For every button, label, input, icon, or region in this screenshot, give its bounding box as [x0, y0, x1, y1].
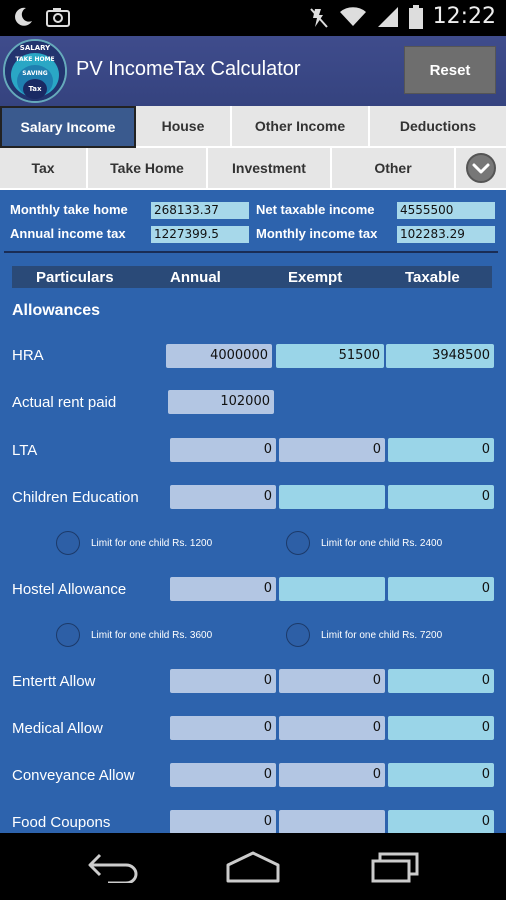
children-education-taxable-value: 0: [388, 485, 494, 509]
medical-allow-exempt-input[interactable]: 0: [279, 716, 385, 740]
clock: 12:22: [432, 4, 496, 29]
net-taxable-income-label: Net taxable income: [256, 202, 375, 217]
children-education-exempt-value: [279, 485, 385, 509]
children-education-annual-input[interactable]: 0: [170, 485, 276, 509]
hostel-limit-3600-label: Limit for one child Rs. 3600: [91, 630, 213, 641]
conveyance-allow-label: Conveyance Allow: [12, 767, 135, 784]
conveyance-allow-exempt-input[interactable]: 0: [279, 763, 385, 787]
header-taxable: Taxable: [405, 269, 460, 286]
monthly-take-home-label: Monthly take home: [10, 202, 128, 217]
annual-income-tax-value: 1227399.5: [151, 226, 249, 243]
food-coupons-annual-input[interactable]: 0: [170, 810, 276, 833]
camera-icon: [46, 8, 70, 27]
hostel-limit-3600-radio[interactable]: [56, 623, 80, 647]
entertt-allow-taxable-value: 0: [388, 669, 494, 693]
home-icon[interactable]: [224, 851, 282, 883]
salary-income-panel: Monthly take home 268133.37 Net taxable …: [0, 190, 506, 833]
hostel-limit-7200-label: Limit for one child Rs. 7200: [321, 630, 443, 641]
navigation-bar: [0, 833, 506, 900]
app-bar: SALARY TAKE HOME SAVING Tax PV IncomeTax…: [0, 36, 506, 106]
status-bar: 12:22: [0, 0, 506, 36]
tab-investment[interactable]: Investment: [208, 148, 332, 190]
wifi-icon: [339, 6, 366, 26]
app-title: PV IncomeTax Calculator: [76, 58, 301, 80]
food-coupons-exempt-input[interactable]: [279, 810, 385, 833]
tab-tax[interactable]: Tax: [0, 148, 88, 190]
reset-button[interactable]: Reset: [404, 46, 496, 94]
hra-annual-input[interactable]: 4000000: [166, 344, 272, 368]
tab-salary-income[interactable]: Salary Income: [0, 106, 136, 148]
mute-icon: [309, 7, 328, 28]
divider: [4, 251, 498, 253]
food-coupons-taxable-value: 0: [388, 810, 494, 833]
monthly-income-tax-value: 102283.29: [397, 226, 495, 243]
moon-icon: [15, 7, 32, 26]
header-exempt: Exempt: [288, 269, 343, 286]
tab-more[interactable]: [456, 148, 506, 190]
lta-annual-input[interactable]: 0: [170, 438, 276, 462]
medical-allow-annual-input[interactable]: 0: [170, 716, 276, 740]
conveyance-allow-taxable-value: 0: [388, 763, 494, 787]
entertt-allow-exempt-input[interactable]: 0: [279, 669, 385, 693]
lta-label: LTA: [12, 442, 38, 459]
battery-icon: [408, 4, 423, 29]
tab-deductions[interactable]: Deductions: [370, 106, 506, 148]
tab-take-home[interactable]: Take Home: [88, 148, 208, 190]
rent-label: Actual rent paid: [12, 394, 117, 411]
hostel-allowance-annual-input[interactable]: 0: [170, 577, 276, 601]
hostel-allowance-exempt-value: [279, 577, 385, 601]
tab-row-primary: Salary Income House Other Income Deducti…: [0, 106, 506, 148]
chevron-down-icon[interactable]: [465, 152, 497, 184]
food-coupons-label: Food Coupons: [12, 814, 111, 831]
net-taxable-income-value: 4555500: [397, 202, 495, 219]
entertt-allow-label: Entertt Allow: [12, 673, 96, 690]
children-limit-1200-label: Limit for one child Rs. 1200: [91, 538, 213, 549]
monthly-income-tax-label: Monthly income tax: [256, 226, 378, 241]
lta-exempt-input[interactable]: 0: [279, 438, 385, 462]
header-particulars: Particulars: [36, 269, 114, 286]
section-allowances: Allowances: [12, 302, 101, 319]
hra-taxable-value: 3948500: [386, 344, 494, 368]
tab-row-secondary: Tax Take Home Investment Other: [0, 148, 506, 190]
children-limit-2400-radio[interactable]: [286, 531, 310, 555]
hostel-allowance-label: Hostel Allowance: [12, 581, 127, 598]
hra-label: HRA: [12, 347, 44, 364]
children-limit-1200-radio[interactable]: [56, 531, 80, 555]
hostel-allowance-taxable-value: 0: [388, 577, 494, 601]
hostel-limit-7200-radio[interactable]: [286, 623, 310, 647]
medical-allow-label: Medical Allow: [12, 720, 103, 737]
entertt-allow-annual-input[interactable]: 0: [170, 669, 276, 693]
back-icon[interactable]: [86, 851, 140, 883]
children-education-label: Children Education: [12, 489, 139, 506]
tab-other-income[interactable]: Other Income: [232, 106, 370, 148]
rent-annual-input[interactable]: 102000: [168, 390, 274, 414]
app-logo: SALARY TAKE HOME SAVING Tax: [3, 39, 67, 103]
conveyance-allow-annual-input[interactable]: 0: [170, 763, 276, 787]
recent-apps-icon[interactable]: [370, 851, 420, 883]
lta-taxable-value: 0: [388, 438, 494, 462]
annual-income-tax-label: Annual income tax: [10, 226, 126, 241]
table-header: Particulars Annual Exempt Taxable: [12, 266, 492, 288]
children-limit-2400-label: Limit for one child Rs. 2400: [321, 538, 443, 549]
medical-allow-taxable-value: 0: [388, 716, 494, 740]
header-annual: Annual: [170, 269, 221, 286]
signal-icon: [377, 6, 398, 27]
tab-other[interactable]: Other: [332, 148, 456, 190]
tab-house[interactable]: House: [136, 106, 232, 148]
monthly-take-home-value: 268133.37: [151, 202, 249, 219]
hra-exempt-value: 51500: [276, 344, 384, 368]
